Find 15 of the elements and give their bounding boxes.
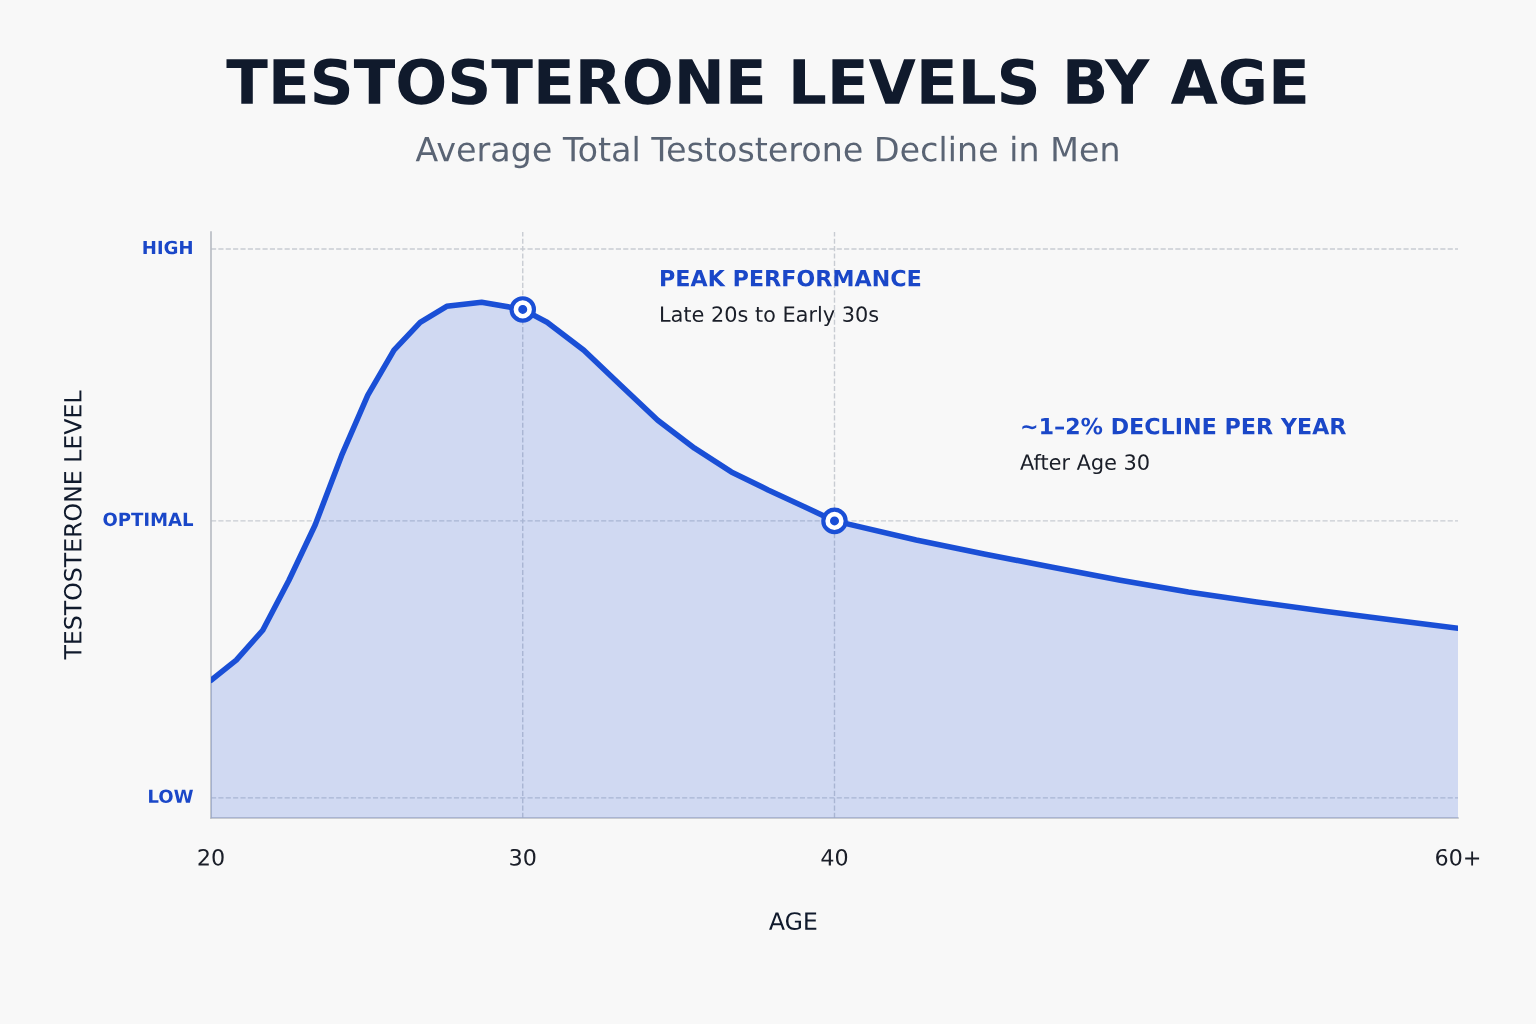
x-tick-label: 60+	[1436, 848, 1480, 866]
chart-title: TESTOSTERONE LEVELS BY AGE	[226, 58, 1306, 105]
annotation: After Age 30	[1020, 453, 1149, 475]
ref-line-label: LOW	[149, 789, 193, 804]
x-tick-label: 40	[821, 848, 848, 866]
ref-line-label: OPTIMAL	[103, 512, 194, 527]
chart-subtitle: Average Total Testosterone Decline in Men	[415, 135, 1118, 169]
ref-line-label: HIGH	[143, 240, 192, 255]
text: PEAK PERFORMANCE	[661, 269, 921, 287]
annotation: ~1–2% DECLINE PER YEAR	[1022, 417, 1346, 435]
y-axis-title: TESTOSTERONE LEVEL	[63, 390, 82, 660]
x-tick-label: 30	[510, 848, 536, 866]
x-axis-title: AGE	[769, 912, 817, 931]
x-tick-label: 20	[198, 848, 224, 866]
annotation: Late 20s to Early 30s	[661, 305, 879, 327]
